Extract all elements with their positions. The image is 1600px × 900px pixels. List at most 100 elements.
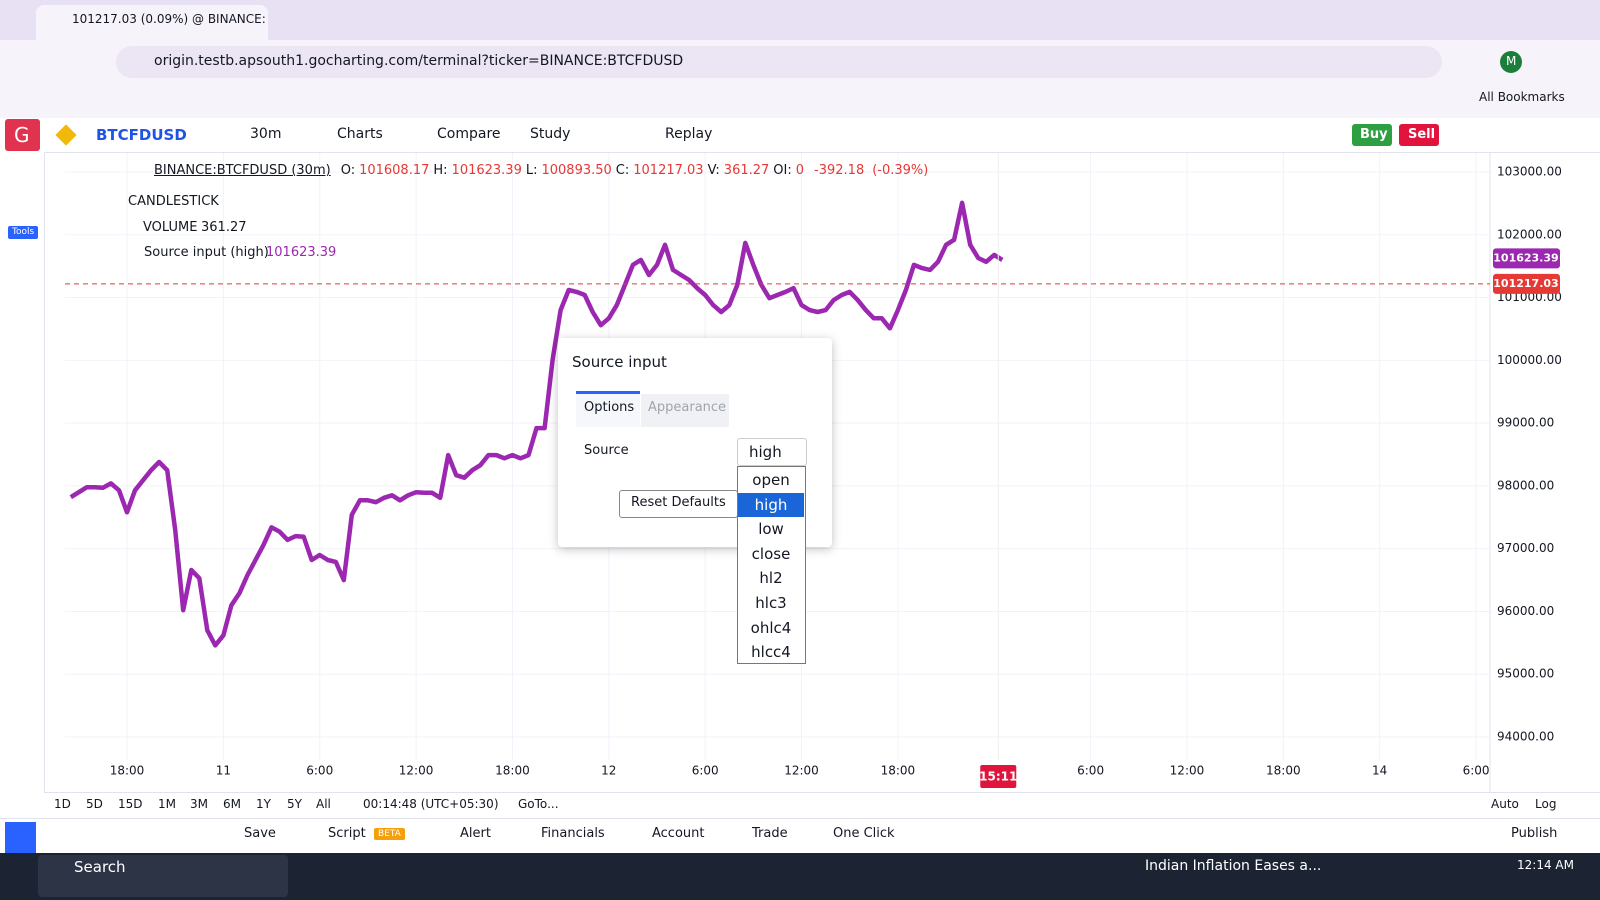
x-tick-label: 12:00	[1170, 764, 1205, 778]
range-button[interactable]: 5Y	[287, 797, 302, 811]
range-button[interactable]: 3M	[190, 797, 208, 811]
sell-button[interactable]	[1399, 124, 1439, 146]
dropdown-option[interactable]: hlcc4	[751, 643, 791, 662]
sell-label[interactable]: Sell	[1408, 127, 1436, 142]
taskbar-search-label[interactable]: Search	[74, 858, 126, 876]
indicator-name: VOLUME	[143, 220, 198, 235]
x-tick-label: 6:00	[1463, 764, 1490, 778]
bottom-button[interactable]: Publish	[1511, 826, 1558, 841]
indicator-name: CANDLESTICK	[128, 194, 219, 209]
toolbar-item[interactable]: Charts	[337, 126, 383, 142]
range-button[interactable]: 5D	[86, 797, 103, 811]
bottom-button[interactable]: Alert	[460, 826, 491, 841]
price-tag	[1493, 248, 1560, 269]
indicator-value: 361.27	[201, 220, 247, 235]
log-toggle[interactable]: Log	[1535, 797, 1557, 811]
dropdown-option[interactable]: hlc3	[755, 594, 787, 612]
logo[interactable]	[5, 119, 40, 151]
tab-label[interactable]: Appearance	[648, 400, 727, 415]
reset-label[interactable]: Reset Defaults	[631, 495, 726, 510]
tab[interactable]	[36, 5, 268, 40]
price-tag	[1493, 273, 1560, 294]
legend-symbol: BINANCE:BTCFDUSD (30m)	[154, 163, 331, 178]
legend-key: C:	[615, 163, 630, 178]
bottom-button[interactable]: One Click	[833, 826, 895, 841]
dropdown-option[interactable]: hl2	[759, 569, 783, 588]
field-label: Source	[584, 443, 629, 458]
range-button[interactable]: 1D	[54, 797, 71, 811]
y-tick-label: 98000.00	[1497, 478, 1554, 492]
tools-label: Tools	[12, 227, 35, 237]
legend-key: H:	[433, 163, 448, 178]
x-tick-label: 18:00	[110, 764, 145, 778]
url[interactable]: origin.testb.apsouth1.gocharting.com/ter…	[154, 53, 684, 69]
interval[interactable]: 30m	[250, 126, 282, 142]
price-tag-label: 101623.39	[1493, 251, 1558, 264]
goto[interactable]: GoTo...	[518, 797, 559, 811]
bottom-button[interactable]: Account	[652, 826, 705, 841]
y-tick-label: 99000.00	[1497, 416, 1554, 430]
range-button[interactable]: 15D	[118, 797, 143, 811]
dropdown-option[interactable]: low	[758, 520, 784, 539]
y-tick-label: 97000.00	[1497, 541, 1554, 555]
range-button[interactable]: All	[316, 797, 331, 811]
legend-key: O:	[340, 163, 356, 178]
avatar-letter: M	[1506, 54, 1517, 68]
bottom-bar	[0, 818, 1600, 854]
bottom-button[interactable]: Financials	[541, 826, 605, 841]
range-bar	[44, 792, 1600, 819]
y-tick-label: 103000.00	[1497, 165, 1562, 179]
address-bar[interactable]	[116, 46, 1442, 78]
taskbar-search[interactable]	[38, 855, 288, 897]
dropdown-option[interactable]: close	[751, 544, 791, 563]
toolbar-item[interactable]: Compare	[437, 126, 501, 142]
tab-active[interactable]	[576, 391, 640, 427]
dropdown-option[interactable]: high	[738, 492, 804, 517]
symbol[interactable]: BTCFDUSD	[96, 126, 187, 144]
range-button[interactable]: 1M	[158, 797, 176, 811]
dialog-title: Source input	[572, 353, 667, 371]
range-button[interactable]: 1Y	[256, 797, 271, 811]
dropdown-option[interactable]: ohlc4	[750, 618, 792, 637]
x-tick-label: 18:00	[881, 764, 916, 778]
legend-change-pct: (-0.39%)	[872, 163, 929, 178]
buy-label[interactable]: Buy	[1360, 127, 1388, 142]
legend-value: 361.27	[723, 163, 770, 178]
legend-row: BINANCE:BTCFDUSD (30m) O: 101608.17 H: 10162…	[154, 163, 928, 178]
dropdown-option[interactable]: open	[752, 471, 790, 489]
toolbar-item[interactable]: Study	[530, 126, 571, 142]
time-tag-label: 15:11	[979, 770, 1017, 784]
bottom-button[interactable]: Save	[244, 826, 276, 841]
avatar[interactable]	[1500, 51, 1522, 73]
bookmarks[interactable]: All Bookmarks	[1479, 90, 1565, 104]
beta-badge: BETA	[374, 828, 405, 840]
select-value[interactable]: high	[749, 443, 782, 461]
bottom-button[interactable]: Trade	[752, 826, 788, 841]
layout-icon[interactable]	[5, 822, 36, 853]
clock: 00:14:48 (UTC+05:30)	[363, 797, 499, 811]
x-tick-label: 12:00	[784, 764, 819, 778]
auto-toggle[interactable]: Auto	[1491, 797, 1519, 811]
y-tick-label: 95000.00	[1497, 667, 1554, 681]
buy-button[interactable]	[1352, 124, 1392, 146]
x-tick-label: 12:00	[399, 764, 434, 778]
taskbar-news[interactable]: Indian Inflation Eases a...	[1145, 858, 1322, 874]
bottom-button[interactable]: Script	[328, 826, 366, 841]
x-tick-label: 6:00	[1077, 764, 1104, 778]
y-tick-label: 100000.00	[1497, 353, 1562, 367]
tab-label[interactable]: Options	[584, 400, 635, 415]
legend-value: 101217.03	[633, 163, 704, 178]
range-button[interactable]: 6M	[223, 797, 241, 811]
x-tick-label: 18:00	[495, 764, 530, 778]
app-toolbar	[0, 118, 1600, 153]
x-tick-label: 11	[216, 764, 231, 778]
legend-value: 0	[795, 163, 805, 178]
select[interactable]	[737, 438, 807, 466]
left-toolbar	[0, 152, 45, 792]
legend-key: L:	[525, 163, 538, 178]
indicator-name: Source input (high)	[144, 245, 269, 260]
toolbar-item[interactable]: Replay	[665, 126, 713, 142]
source-line	[69, 200, 1004, 648]
tab-inactive[interactable]	[641, 394, 729, 427]
